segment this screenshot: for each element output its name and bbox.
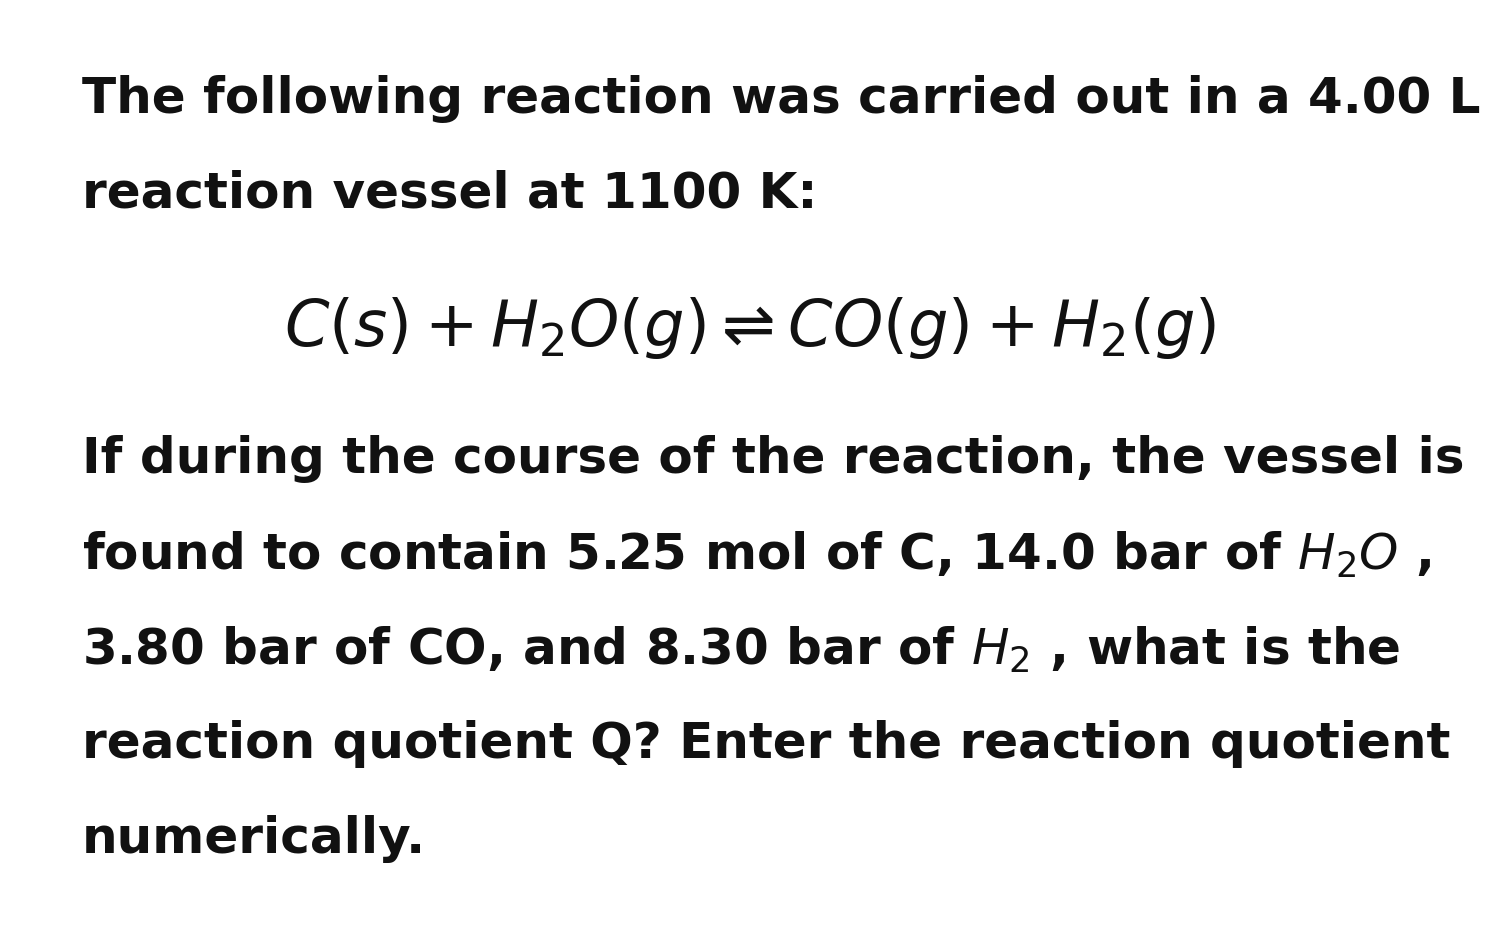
Text: numerically.: numerically. [82,815,426,863]
Text: If during the course of the reaction, the vessel is: If during the course of the reaction, th… [82,435,1464,483]
Text: $\mathit{C}(\mathit{s}) + \mathit{H_2O}(\mathit{g}) \rightleftharpoons \mathit{C: $\mathit{C}(\mathit{s}) + \mathit{H_2O}(… [284,295,1216,361]
Text: The following reaction was carried out in a 4.00 L: The following reaction was carried out i… [82,75,1480,123]
Text: reaction vessel at 1100 K:: reaction vessel at 1100 K: [82,170,818,218]
Text: found to contain 5.25 mol of C, 14.0 bar of $\mathit{H_2O}$ ,: found to contain 5.25 mol of C, 14.0 bar… [82,530,1431,580]
Text: 3.80 bar of CO, and 8.30 bar of $\mathit{H_2}$ , what is the: 3.80 bar of CO, and 8.30 bar of $\mathit… [82,625,1400,675]
Text: reaction quotient Q? Enter the reaction quotient: reaction quotient Q? Enter the reaction … [82,720,1450,768]
